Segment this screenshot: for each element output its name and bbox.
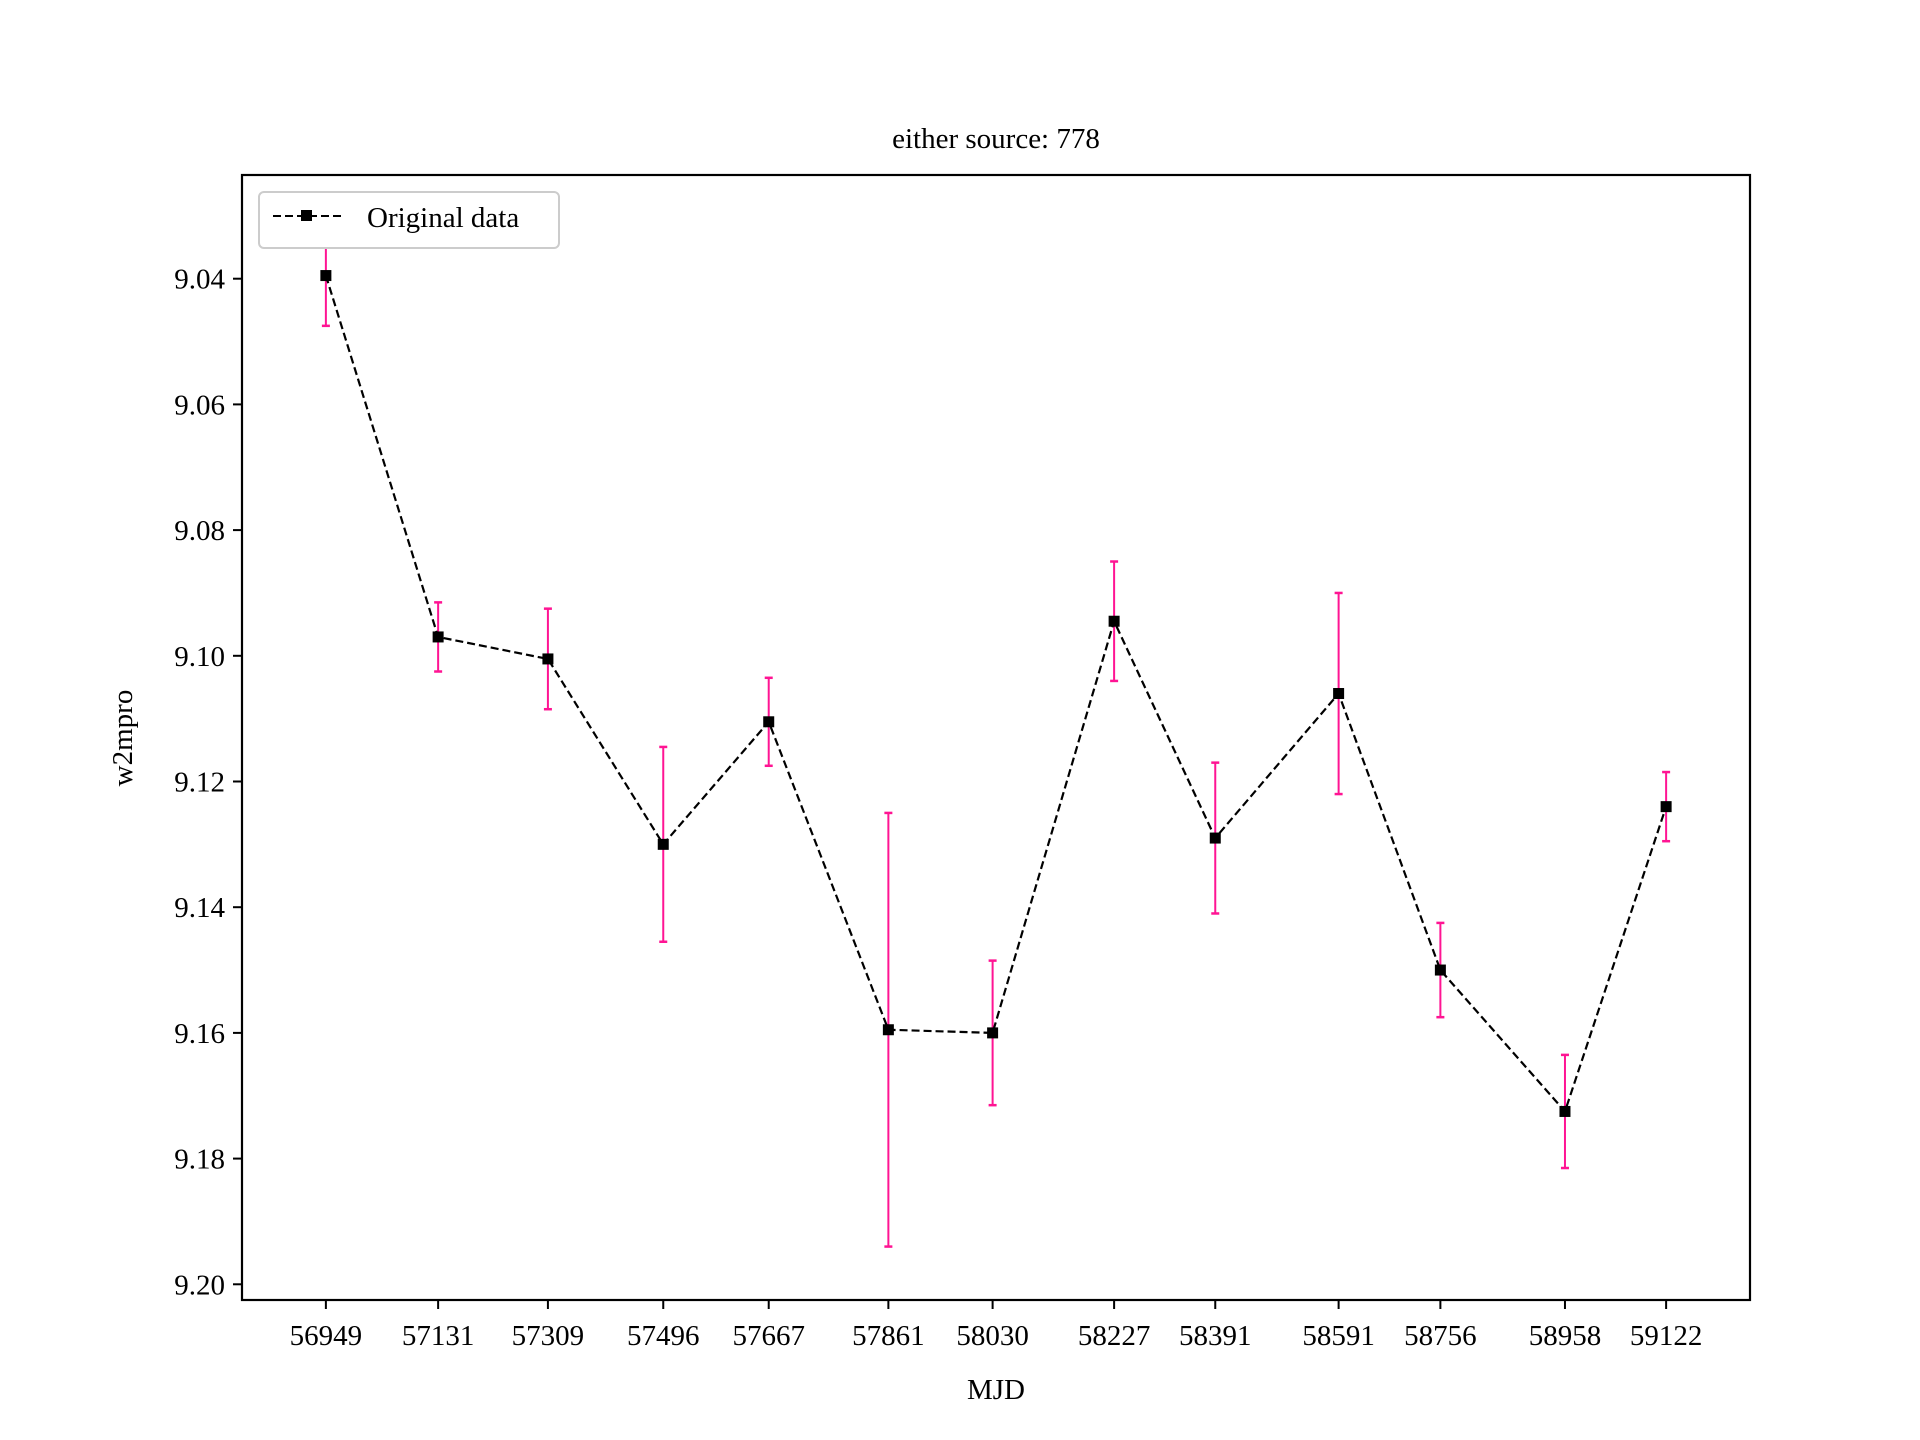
legend-marker-sample <box>301 210 312 221</box>
data-point <box>763 716 775 728</box>
x-tick-label: 58591 <box>1302 1320 1375 1352</box>
legend-box <box>258 191 560 249</box>
y-tick-label: 9.14 <box>174 892 225 924</box>
data-point <box>1108 615 1120 627</box>
x-tick-label: 58227 <box>1078 1320 1151 1352</box>
y-axis-label: w2mpro <box>107 690 139 787</box>
x-tick-label: 58756 <box>1404 1320 1477 1352</box>
errorbars-layer <box>321 224 1671 1248</box>
legend: Original data <box>258 191 560 249</box>
y-tick-label: 9.06 <box>174 389 225 421</box>
x-axis: 56949 57131 57309 57496 57667 57861 58030 58227… <box>290 1300 1703 1352</box>
data-point <box>1333 688 1345 700</box>
chart-title: either source: 778 <box>892 123 1100 155</box>
y-tick-label: 9.16 <box>174 1018 225 1050</box>
x-tick-label: 59122 <box>1630 1320 1703 1352</box>
y-tick-label: 9.12 <box>174 766 225 798</box>
y-tick-label: 9.04 <box>174 264 225 296</box>
x-tick-label: 56949 <box>290 1320 363 1352</box>
data-point <box>320 270 332 282</box>
data-point <box>1559 1105 1571 1117</box>
line-layer <box>324 275 1668 1114</box>
y-tick-label: 9.20 <box>174 1269 225 1301</box>
x-tick-label: 58391 <box>1179 1320 1252 1352</box>
x-axis-label: MJD <box>967 1374 1025 1406</box>
data-point <box>1660 801 1672 813</box>
data-point <box>657 838 669 850</box>
data-point <box>542 653 554 665</box>
series-line <box>324 275 1668 1114</box>
legend-label: Original data <box>367 202 519 234</box>
y-tick-label: 9.08 <box>174 515 225 547</box>
x-tick-label: 57667 <box>732 1320 805 1352</box>
data-point <box>987 1027 999 1039</box>
y-tick-label: 9.10 <box>174 641 225 673</box>
x-tick-label: 57496 <box>627 1320 700 1352</box>
markers-layer <box>320 270 1672 1117</box>
x-tick-label: 58958 <box>1529 1320 1602 1352</box>
data-point <box>882 1024 894 1036</box>
y-axis: 9.04 9.06 9.08 9.10 9.12 9.14 9.16 9.18 9.20 <box>174 264 242 1301</box>
data-point <box>1434 964 1446 976</box>
y-tick-label: 9.18 <box>174 1144 225 1176</box>
x-tick-label: 57309 <box>512 1320 585 1352</box>
x-tick-label: 57861 <box>852 1320 925 1352</box>
x-tick-label: 57131 <box>402 1320 475 1352</box>
data-point <box>1209 832 1221 844</box>
x-tick-label: 58030 <box>956 1320 1029 1352</box>
data-point <box>432 631 444 643</box>
plot-frame <box>240 173 1752 1302</box>
